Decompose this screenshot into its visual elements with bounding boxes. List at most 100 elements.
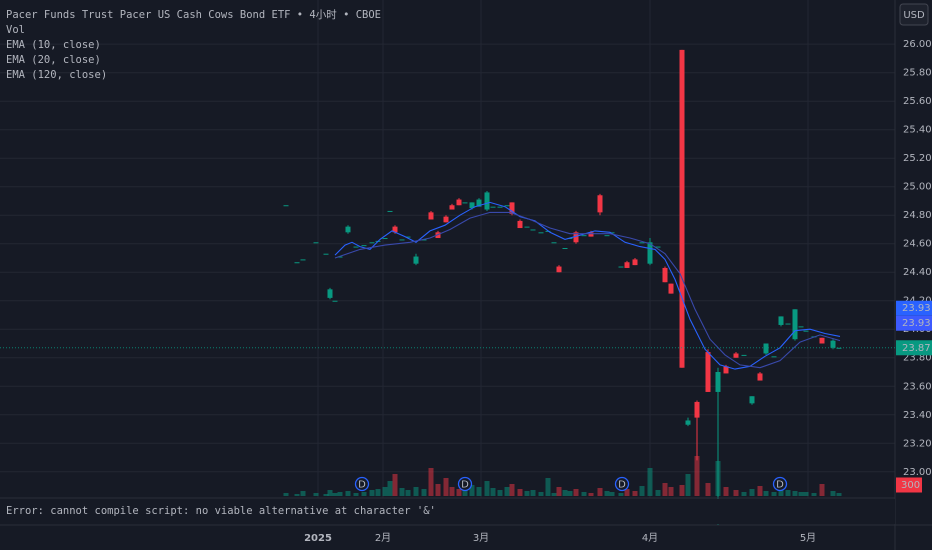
volume-bar: [733, 490, 739, 496]
dividend-label: D: [618, 480, 626, 491]
price-label: 23.93: [902, 303, 931, 314]
volume-bar: [456, 489, 462, 496]
y-tick-label: 23.00: [903, 467, 932, 478]
volume-bar: [443, 478, 449, 496]
candle-body: [294, 262, 300, 264]
volume-bar: [490, 488, 496, 496]
volume-bar: [504, 487, 510, 496]
candle-body: [353, 246, 359, 248]
candle-body: [509, 202, 515, 214]
volume-bar: [647, 468, 653, 496]
candle-body: [763, 343, 769, 354]
chart-title: Pacer Funds Trust Pacer US Cash Cows Bon…: [6, 9, 381, 21]
ema-line: [334, 201, 841, 370]
volume-bar: [476, 487, 482, 496]
dividend-marker: [614, 476, 630, 492]
volume-bar: [323, 494, 329, 496]
y-tick-label: 24.80: [903, 210, 932, 221]
candle-body: [792, 309, 798, 340]
volume-bar: [679, 485, 685, 496]
error-message: Error: cannot compile script: no viable …: [6, 505, 436, 517]
candle-body: [497, 206, 503, 208]
volume-bar: [313, 493, 319, 496]
x-tick-label: 2025: [304, 533, 332, 544]
candle-body: [741, 354, 747, 356]
volume-bar: [399, 488, 405, 496]
volume-bar: [771, 492, 777, 496]
volume-bar: [538, 492, 544, 496]
currency-button[interactable]: [899, 3, 929, 26]
y-tick-label: 25.40: [903, 125, 932, 136]
currency-label[interactable]: USD: [903, 10, 925, 21]
volume-bar: [803, 492, 809, 496]
volume-bar: [421, 489, 427, 496]
candle-body: [715, 372, 721, 392]
indicator-label: EMA (10, close): [6, 39, 101, 51]
candle-body: [618, 266, 624, 268]
dividend-label: D: [461, 480, 469, 491]
price-label-box: [896, 300, 932, 316]
volume-bar: [792, 491, 798, 496]
candle-body: [332, 300, 338, 302]
candle-body: [819, 337, 825, 344]
dividend-label: D: [776, 480, 784, 491]
volume-bar: [469, 485, 475, 496]
volume-bar: [497, 490, 503, 496]
candle-body: [562, 248, 568, 249]
volume-bar: [413, 487, 419, 496]
error-pane: [0, 499, 895, 524]
candle-body: [469, 202, 475, 209]
candle-body: [449, 205, 455, 210]
candle-body: [421, 239, 427, 241]
y-tick-label: 23.60: [903, 381, 932, 392]
candle-body: [655, 246, 661, 248]
candle-body: [662, 267, 668, 283]
volume-bar: [361, 492, 367, 496]
candle-body: [778, 316, 784, 325]
volume-bar: [428, 468, 434, 496]
candle-body: [476, 199, 482, 207]
candle-body: [668, 283, 674, 294]
volume-bar: [509, 484, 515, 496]
dividend-marker: [354, 476, 370, 492]
volume-bar: [556, 487, 562, 496]
volume-bar: [484, 481, 490, 496]
volume-bar: [632, 491, 638, 496]
y-tick-label: 23.40: [903, 410, 932, 421]
candle-body: [313, 242, 319, 244]
volume-bar: [581, 492, 587, 496]
volume-bar: [749, 489, 755, 496]
candle-body: [685, 420, 691, 425]
volume-bar: [705, 483, 711, 496]
volume-bar: [517, 489, 523, 496]
volume-bar: [662, 483, 668, 496]
x-tick-label: 2月: [375, 532, 391, 544]
x-tick-label: 5月: [800, 532, 816, 544]
volume-bar: [387, 481, 393, 496]
volume-bar: [337, 492, 343, 496]
volume-bar: [327, 490, 333, 496]
volume-bar: [283, 493, 289, 496]
volume-label-box: [896, 477, 922, 493]
candle-body: [733, 353, 739, 358]
candle-body: [382, 238, 388, 240]
candle-body: [283, 205, 289, 207]
volume-bar: [524, 491, 530, 496]
indicator-label: Vol: [6, 24, 25, 36]
candle-body: [300, 259, 306, 261]
indicator-label: EMA (20, close): [6, 54, 101, 66]
y-tick-label: 23.80: [903, 353, 932, 364]
y-tick-label: 25.60: [903, 96, 932, 107]
volume-bar: [655, 490, 661, 496]
candle-body: [484, 192, 490, 210]
candle-body: [597, 195, 603, 213]
x-tick-label: 3月: [473, 532, 489, 544]
candle-body: [345, 226, 351, 233]
candle-body: [694, 401, 700, 418]
candle-body: [639, 242, 645, 244]
volume-bar: [567, 491, 573, 496]
volume-bar: [819, 484, 825, 496]
candle-body: [624, 262, 630, 268]
